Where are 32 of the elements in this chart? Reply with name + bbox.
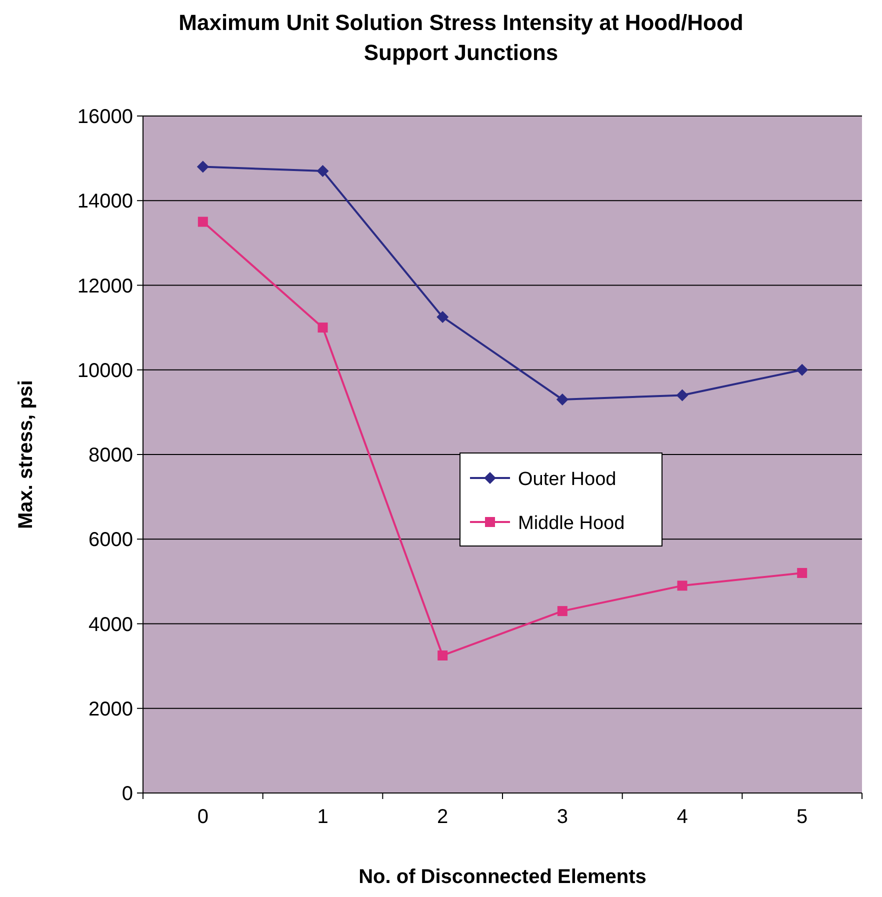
y-tick-label: 0 (122, 783, 133, 805)
y-tick-label: 16000 (77, 106, 133, 128)
y-tick-label: 12000 (77, 275, 133, 298)
point (796, 364, 808, 376)
x-tick-label: 0 (197, 806, 208, 828)
x-tick-label: 5 (796, 806, 808, 828)
point (318, 322, 328, 333)
point (196, 160, 209, 173)
y-tick-label: 4000 (88, 614, 133, 636)
point (316, 165, 329, 178)
legend-label: Outer Hood (518, 469, 616, 490)
y-axis-title: Max. stress, psi (15, 380, 37, 529)
y-tick-label: 14000 (77, 190, 133, 213)
y-tick-label: 2000 (88, 698, 133, 720)
y-tick-label: 10000 (77, 360, 133, 382)
x-tick-label: 4 (676, 806, 688, 828)
x-tick-label: 1 (317, 806, 328, 828)
y-tick-label: 8000 (88, 444, 133, 466)
point (436, 310, 449, 323)
point (557, 606, 568, 616)
x-tick-label: 3 (556, 806, 568, 828)
point (797, 568, 808, 578)
point (677, 580, 688, 591)
y-tick-label: 6000 (88, 529, 133, 552)
x-tick-label: 2 (437, 806, 448, 828)
point (676, 389, 688, 402)
point (198, 216, 208, 227)
point (438, 650, 448, 660)
chart-title: Maximum Unit Solution Stress Intensity at Hood/Hood Support Junctions (178, 10, 744, 65)
x-axis-title: No. of Disconnected Elements (358, 866, 646, 888)
point (556, 393, 568, 406)
legend-label: Middle Hood (518, 513, 625, 534)
